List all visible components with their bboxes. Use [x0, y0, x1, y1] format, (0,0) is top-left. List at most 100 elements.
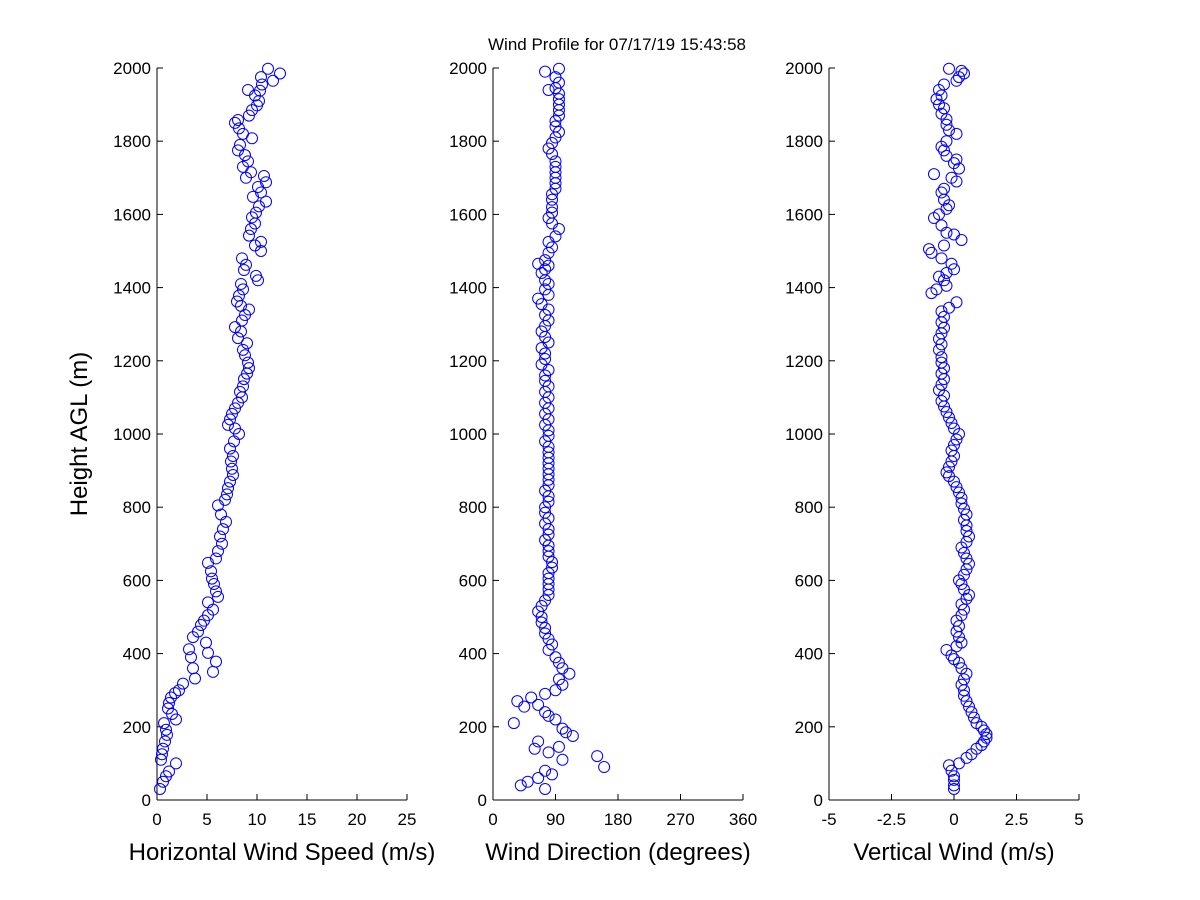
data-point [953, 757, 965, 770]
data-point [532, 292, 545, 305]
data-point [552, 62, 565, 75]
data-point [978, 724, 990, 737]
data-point [968, 711, 980, 724]
data-point [955, 64, 968, 77]
data-point [232, 144, 244, 157]
data-point [246, 211, 258, 224]
y-tick-label: 200 [795, 718, 823, 737]
data-point [945, 764, 958, 777]
data-point [514, 779, 527, 792]
data-point [159, 735, 171, 748]
data-point [162, 702, 174, 715]
data-point [229, 422, 241, 435]
data-point [202, 596, 214, 609]
data-point [948, 228, 960, 241]
data-point [542, 83, 555, 96]
data-point [933, 98, 945, 111]
data-point [549, 155, 562, 168]
data-point [978, 735, 990, 748]
data-point [262, 62, 274, 75]
data-point [552, 673, 565, 686]
data-point [205, 565, 217, 578]
x-tick-label: 0 [152, 810, 161, 829]
data-point [210, 585, 222, 598]
y-tick-label: 1000 [785, 425, 823, 444]
data-point [185, 651, 197, 664]
data-point [521, 775, 534, 788]
x-tick-label: 5 [1074, 810, 1083, 829]
data-point [940, 149, 953, 162]
data-point [232, 332, 244, 345]
data-point [156, 748, 168, 761]
data-point [938, 182, 950, 195]
data-point [183, 643, 195, 656]
data-point [948, 653, 960, 666]
data-point [546, 201, 559, 214]
data-point [938, 78, 950, 91]
data-point [566, 729, 579, 742]
y-tick-label: 1800 [785, 132, 823, 151]
data-point [552, 740, 565, 753]
data-point [243, 229, 255, 242]
data-point [938, 310, 950, 323]
x-tick-label: 25 [398, 810, 417, 829]
data-point [591, 750, 604, 763]
data-point [236, 314, 248, 327]
data-point [528, 742, 541, 755]
data-point [923, 243, 935, 256]
data-point [177, 677, 189, 690]
x-tick-label: 0 [949, 810, 958, 829]
y-tick-label: 0 [478, 791, 487, 810]
data-point [227, 468, 239, 481]
data-point [556, 722, 569, 735]
data-point [238, 264, 250, 277]
data-point [935, 252, 948, 265]
y-tick-label: 800 [123, 498, 151, 517]
data-point [207, 665, 219, 678]
data-point [192, 625, 204, 638]
data-point [225, 455, 237, 468]
data-point [217, 523, 229, 536]
x-tick-label: 360 [729, 810, 757, 829]
data-point [938, 362, 950, 375]
data-point [518, 700, 531, 713]
data-point [953, 620, 965, 633]
data-point [549, 230, 562, 243]
data-point [233, 289, 245, 302]
data-markers-speed [154, 62, 286, 796]
data-point [236, 252, 248, 265]
data-point [212, 545, 224, 558]
data-point [598, 761, 611, 774]
data-point [539, 687, 552, 700]
data-point [933, 270, 945, 283]
data-point [948, 263, 960, 276]
data-point [222, 482, 234, 495]
data-point [161, 728, 173, 741]
data-point [955, 578, 968, 591]
data-point [955, 678, 968, 691]
data-point [160, 723, 172, 736]
data-point [189, 672, 201, 685]
y-tick-label: 200 [123, 718, 151, 737]
data-point [563, 667, 576, 680]
data-point [546, 561, 559, 574]
data-point [539, 706, 552, 719]
data-point [940, 466, 953, 479]
data-point [549, 713, 562, 726]
data-point [945, 417, 958, 430]
data-point [260, 195, 272, 208]
data-point [235, 277, 247, 290]
data-point [943, 62, 955, 75]
data-point [955, 234, 968, 247]
y-tick-label: 1800 [449, 132, 487, 151]
data-point [239, 349, 251, 362]
data-point [940, 202, 953, 215]
data-point [210, 655, 222, 668]
data-point [220, 515, 232, 528]
data-point [231, 295, 243, 308]
data-point [229, 402, 241, 415]
y-tick-label: 1200 [449, 352, 487, 371]
data-point [256, 78, 268, 91]
data-point [549, 120, 562, 133]
data-point [221, 488, 233, 501]
